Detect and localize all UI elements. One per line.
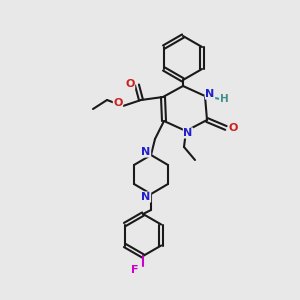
Text: O: O (228, 123, 238, 133)
Text: H: H (220, 94, 228, 104)
Text: N: N (141, 147, 151, 157)
Text: N: N (183, 128, 193, 138)
Text: O: O (113, 98, 123, 108)
Text: F: F (131, 265, 139, 275)
Text: N: N (206, 89, 214, 99)
Text: N: N (141, 192, 151, 202)
Text: O: O (125, 79, 135, 89)
